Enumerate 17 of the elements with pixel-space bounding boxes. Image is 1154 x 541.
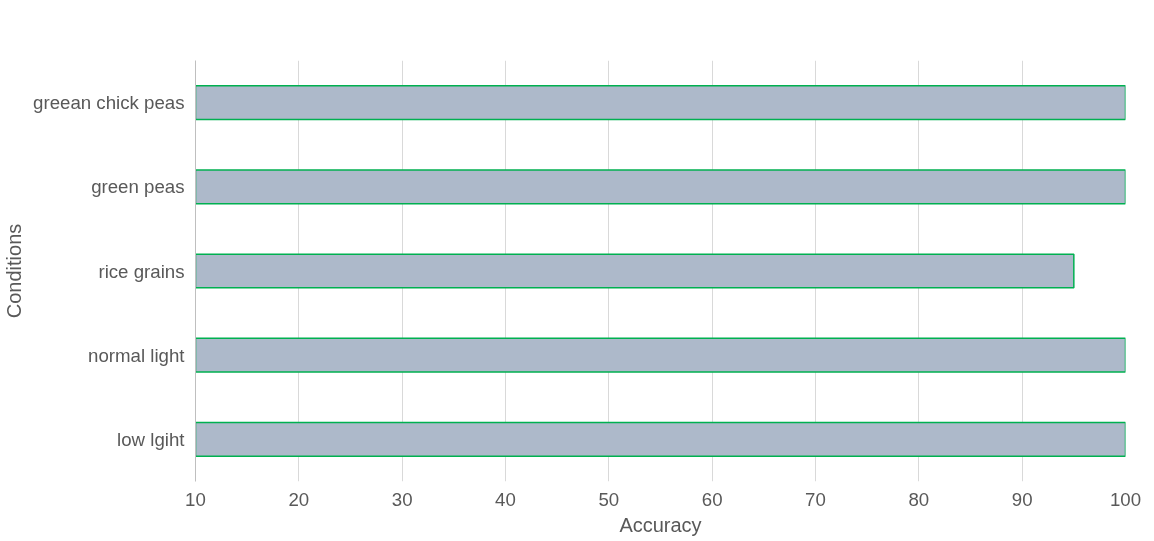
x-tick-label: 60 [701, 488, 723, 510]
x-tick-label: 90 [1011, 488, 1033, 510]
y-tick-label: green peas [91, 176, 185, 198]
x-tick-label: 80 [908, 488, 930, 510]
x-axis-title: Accuracy [619, 513, 702, 536]
x-tick-label: 20 [288, 488, 310, 510]
x-tick-label: 50 [598, 488, 620, 510]
y-tick-label: rice grains [98, 260, 185, 282]
x-tick-label: 30 [391, 488, 413, 510]
x-tick-label: 100 [1109, 488, 1142, 510]
x-tick-label: 10 [185, 488, 206, 510]
y-axis-title: Conditions [3, 223, 26, 319]
y-tick-label: greean chick peas [33, 92, 185, 114]
y-tick-label: low lgiht [117, 428, 186, 450]
x-tick-label: 40 [495, 488, 516, 510]
x-tick-label: 70 [805, 488, 826, 510]
y-tick-label: normal light [88, 344, 186, 366]
